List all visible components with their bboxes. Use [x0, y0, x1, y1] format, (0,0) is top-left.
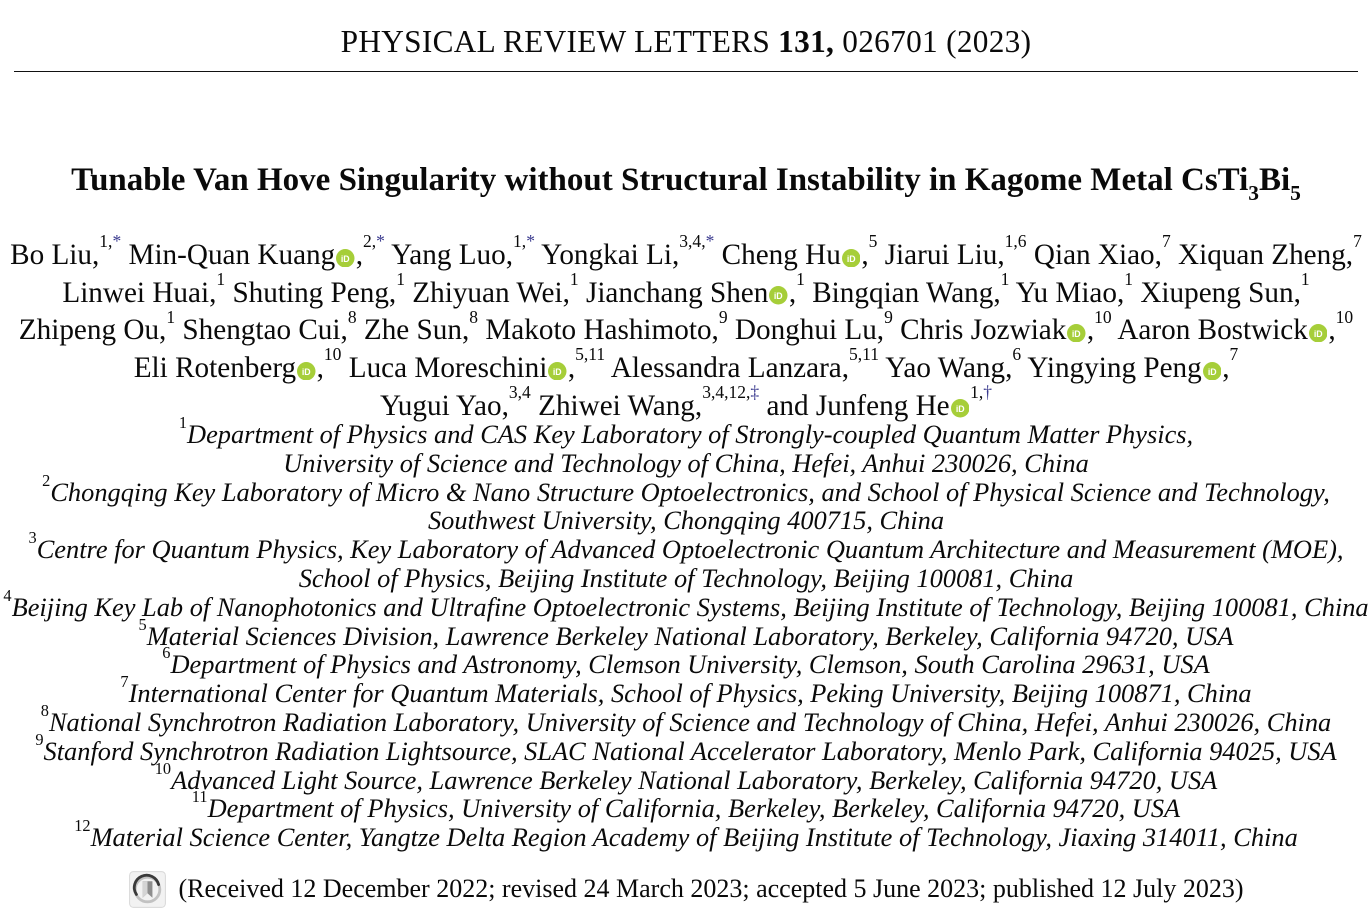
svg-text:iD: iD [341, 254, 350, 264]
svg-text:iD: iD [774, 291, 783, 301]
svg-text:iD: iD [1208, 367, 1217, 377]
svg-text:iD: iD [1072, 329, 1081, 339]
svg-text:iD: iD [955, 404, 964, 414]
svg-text:iD: iD [302, 367, 311, 377]
svg-text:iD: iD [847, 254, 856, 264]
svg-text:iD: iD [553, 367, 562, 377]
svg-text:iD: iD [1314, 329, 1323, 339]
